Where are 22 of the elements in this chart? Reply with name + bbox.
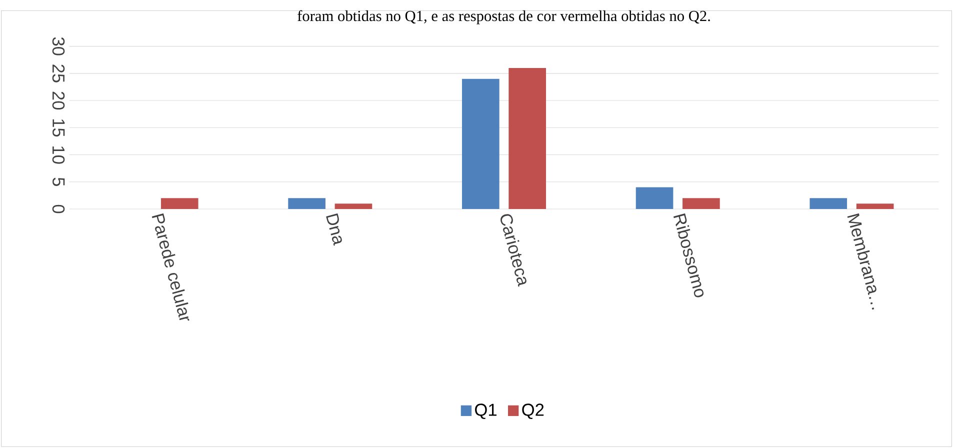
y-tick-label: 25 xyxy=(52,64,65,82)
y-tick-label: 5 xyxy=(52,178,65,186)
legend-label: Q2 xyxy=(522,404,544,420)
y-tick-label: 30 xyxy=(52,37,65,56)
bar xyxy=(334,204,372,209)
y-tick-label: 10 xyxy=(52,146,65,164)
bar xyxy=(856,204,894,209)
legend-label: Q1 xyxy=(475,404,496,420)
x-tick-label: Carioteca xyxy=(500,214,526,287)
y-tick-label: 0 xyxy=(52,204,65,214)
y-tick-label: 15 xyxy=(52,119,65,137)
bar xyxy=(508,68,546,209)
x-tick-label: Parede celular xyxy=(152,213,190,321)
bar xyxy=(160,198,198,209)
bar xyxy=(682,198,720,209)
bar xyxy=(288,198,326,209)
bar xyxy=(810,198,848,209)
y-tick-label: 20 xyxy=(52,92,65,110)
chart-title: foram obtidas no Q1, e as respostas de cor vermelha obtidas no Q2. xyxy=(298,10,710,24)
bar xyxy=(462,78,500,209)
x-tick-label: Dna xyxy=(326,213,342,246)
bar xyxy=(636,187,674,209)
